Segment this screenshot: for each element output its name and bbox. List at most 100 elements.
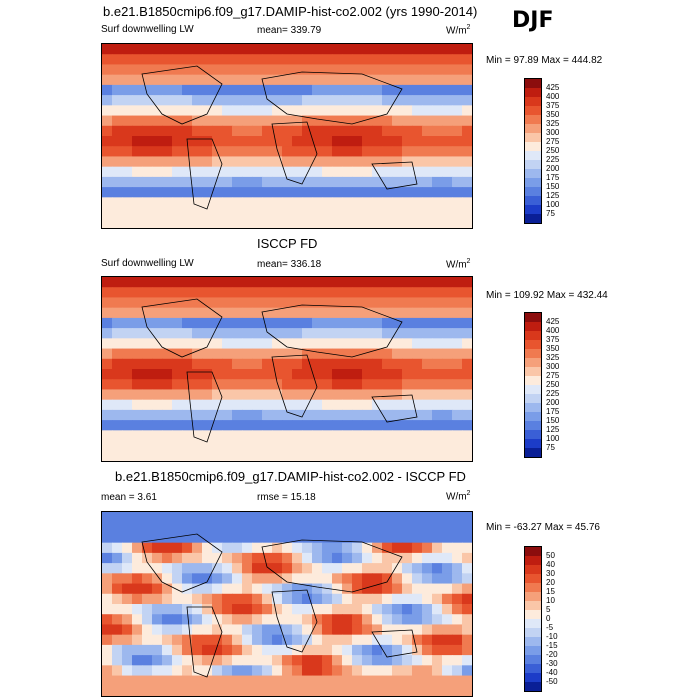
map-cell	[372, 125, 383, 137]
map-cell	[352, 156, 363, 168]
map-cell	[122, 95, 133, 106]
map-cell	[132, 277, 143, 288]
map-cell	[182, 624, 193, 636]
map-cell	[262, 685, 273, 696]
map-cell	[232, 95, 243, 106]
map-cell	[352, 409, 363, 421]
map-cell	[432, 54, 443, 66]
map-cell	[162, 583, 173, 595]
map-cell	[432, 665, 443, 677]
map-cell	[312, 634, 323, 646]
map-cell	[212, 156, 223, 168]
map-cell	[412, 369, 423, 380]
map-cell	[132, 287, 143, 299]
map-cell	[342, 74, 353, 86]
map-cell	[112, 115, 123, 127]
map-cell	[292, 317, 303, 329]
map-cell	[112, 207, 123, 219]
map-cell	[232, 84, 243, 96]
map-cell	[312, 573, 323, 585]
map-cell	[102, 115, 113, 127]
map-cell	[282, 307, 293, 319]
map-cell	[112, 675, 123, 687]
colorbar-tick-label: 425	[546, 83, 560, 92]
map-cell	[312, 379, 323, 391]
map-cell	[252, 156, 263, 168]
map-cell	[172, 348, 183, 360]
map-cell	[232, 532, 243, 544]
map-cell	[142, 604, 153, 615]
map-cell	[292, 156, 303, 168]
map-cell	[372, 207, 383, 219]
map-cell	[122, 420, 133, 431]
map-cell	[362, 604, 373, 615]
map-cell	[122, 176, 133, 188]
map-cell	[182, 634, 193, 646]
map-cell	[362, 136, 373, 147]
map-cell	[292, 95, 303, 106]
map-cell	[272, 84, 283, 96]
map-cell	[442, 95, 453, 106]
map-cell	[442, 440, 453, 452]
map-cell	[372, 665, 383, 677]
map-cell	[272, 532, 283, 544]
map-cell	[122, 115, 133, 127]
map-cell	[122, 197, 133, 209]
map-cell	[212, 358, 223, 370]
map-cell	[302, 115, 313, 127]
map-cell	[192, 187, 203, 198]
map-cell	[352, 146, 363, 158]
map-cell	[112, 542, 123, 554]
map-cell	[342, 573, 353, 585]
colorbar-swatch	[525, 628, 541, 637]
map-cell	[272, 115, 283, 127]
map-cell	[292, 217, 303, 228]
map-cell	[182, 348, 193, 360]
season-label: DJF	[512, 8, 554, 33]
map-cell	[232, 644, 243, 656]
map-cell	[362, 399, 373, 411]
map-cell	[142, 685, 153, 696]
colorbar-tick-label: -15	[546, 641, 558, 650]
map-cell	[362, 307, 373, 319]
map-cell	[332, 583, 343, 595]
map-cell	[182, 685, 193, 696]
map-cell	[202, 655, 213, 666]
map-cell	[172, 369, 183, 380]
map-cell	[112, 54, 123, 66]
coastline	[186, 371, 223, 443]
map-cell	[352, 95, 363, 106]
map-cell	[422, 573, 433, 585]
map-cell	[372, 522, 383, 534]
map-cell	[442, 379, 453, 391]
colorbar-swatch	[525, 619, 541, 628]
map-cell	[292, 634, 303, 646]
map-cell	[402, 64, 413, 76]
colorbar-tick-label: 15	[546, 587, 555, 596]
map-cell	[402, 54, 413, 66]
map-cell	[112, 84, 123, 96]
map-cell	[112, 552, 123, 564]
map-cell	[112, 369, 123, 380]
map-cell	[102, 287, 113, 299]
map-cell	[462, 328, 472, 339]
map-cell	[322, 542, 333, 554]
map-cell	[212, 277, 223, 288]
map-cell	[132, 105, 143, 117]
map-cell	[142, 348, 153, 360]
map-cell	[382, 166, 393, 178]
map-cell	[312, 64, 323, 76]
map-cell	[292, 420, 303, 431]
map-cell	[162, 634, 173, 646]
map-cell	[242, 217, 253, 228]
map-cell	[452, 156, 463, 168]
map-cell	[462, 532, 472, 544]
map-cell	[282, 74, 293, 86]
map-cell	[152, 409, 163, 421]
map-cell	[342, 277, 353, 288]
map-cell	[122, 450, 133, 461]
map-cell	[202, 277, 213, 288]
map-cell	[172, 542, 183, 554]
map-cell	[392, 430, 403, 442]
map-cell	[162, 604, 173, 615]
